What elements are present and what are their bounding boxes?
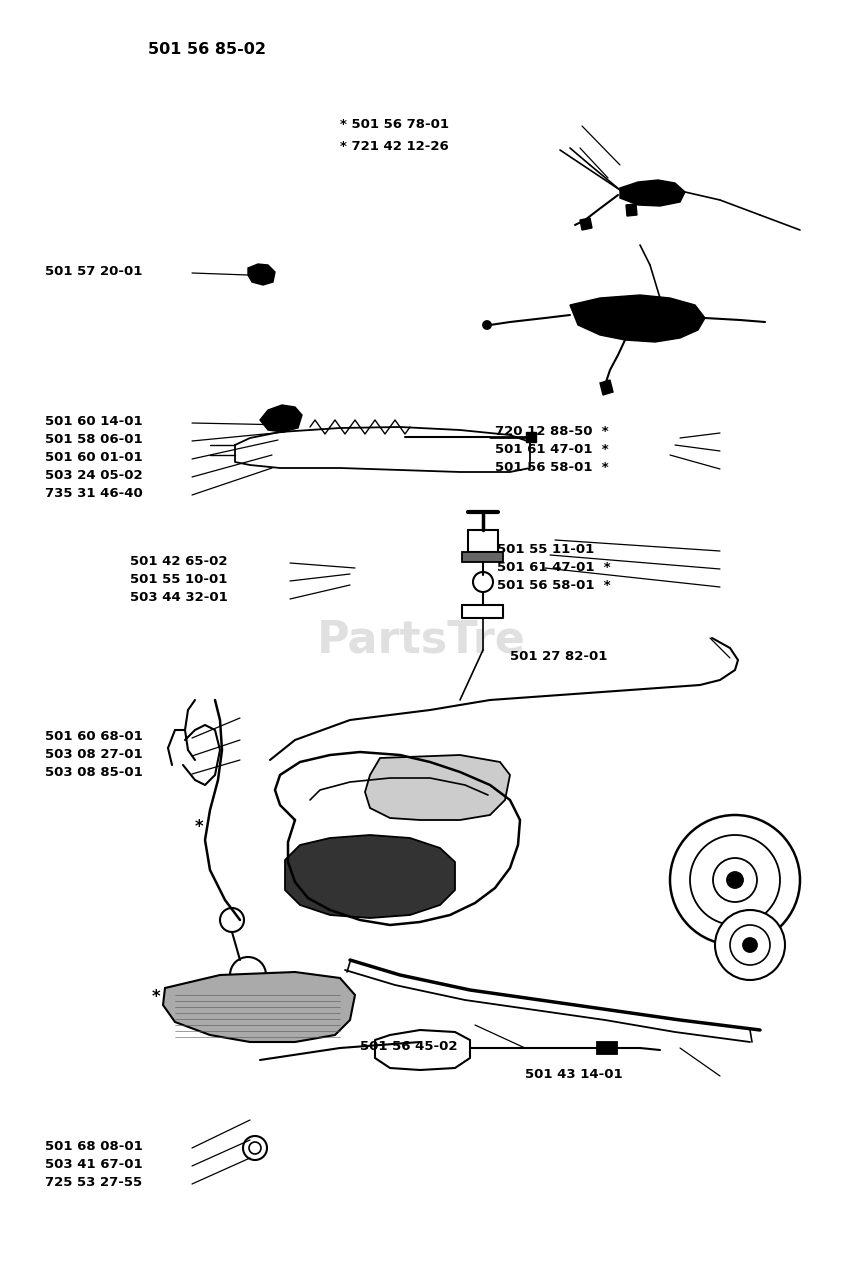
Circle shape <box>473 572 493 591</box>
Text: *: * <box>152 988 161 1006</box>
Polygon shape <box>580 218 592 230</box>
Polygon shape <box>248 264 275 285</box>
Bar <box>468 530 498 552</box>
Polygon shape <box>365 755 510 820</box>
Circle shape <box>727 872 743 888</box>
Text: 501 60 14-01: 501 60 14-01 <box>45 415 142 428</box>
Text: *: * <box>195 818 204 836</box>
Circle shape <box>230 957 266 993</box>
Text: 501 57 20-01: 501 57 20-01 <box>45 265 142 278</box>
Text: 501 43 14-01: 501 43 14-01 <box>525 1068 623 1082</box>
Polygon shape <box>600 380 613 396</box>
Circle shape <box>220 908 244 932</box>
Text: 501 56 58-01  *: 501 56 58-01 * <box>497 579 610 591</box>
Text: 503 24 05-02: 503 24 05-02 <box>45 468 142 483</box>
Text: 501 42 65-02: 501 42 65-02 <box>130 556 228 568</box>
Text: 720 12 88-50  *: 720 12 88-50 * <box>495 425 609 438</box>
Circle shape <box>715 910 785 980</box>
Text: * 501 56 78-01: * 501 56 78-01 <box>340 118 449 131</box>
Text: 501 68 08-01: 501 68 08-01 <box>45 1140 142 1153</box>
Text: 503 08 85-01: 503 08 85-01 <box>45 765 142 780</box>
Text: 725 53 27-55: 725 53 27-55 <box>45 1176 142 1189</box>
Polygon shape <box>626 204 637 216</box>
Text: 501 55 11-01: 501 55 11-01 <box>497 543 594 556</box>
Circle shape <box>690 835 780 925</box>
Circle shape <box>243 1137 267 1160</box>
Text: 503 44 32-01: 503 44 32-01 <box>130 591 228 604</box>
Text: 501 61 47-01  *: 501 61 47-01 * <box>495 443 609 456</box>
Text: 501 61 47-01  *: 501 61 47-01 * <box>497 561 610 573</box>
Circle shape <box>713 858 757 902</box>
Text: 501 60 68-01: 501 60 68-01 <box>45 730 142 742</box>
Text: * 721 42 12-26: * 721 42 12-26 <box>340 140 448 154</box>
Bar <box>597 1042 617 1053</box>
Text: 503 41 67-01: 503 41 67-01 <box>45 1158 142 1171</box>
Text: 735 31 46-40: 735 31 46-40 <box>45 486 142 500</box>
Polygon shape <box>285 835 455 918</box>
Text: 501 56 85-02: 501 56 85-02 <box>148 42 266 58</box>
Polygon shape <box>570 294 705 342</box>
Text: 501 56 58-01  *: 501 56 58-01 * <box>495 461 609 474</box>
Polygon shape <box>462 552 503 562</box>
Circle shape <box>483 321 491 329</box>
Text: 501 60 01-01: 501 60 01-01 <box>45 451 142 463</box>
Polygon shape <box>163 972 355 1042</box>
Text: 501 58 06-01: 501 58 06-01 <box>45 433 142 445</box>
Circle shape <box>249 1142 261 1155</box>
Circle shape <box>730 925 770 965</box>
Polygon shape <box>620 180 685 206</box>
Circle shape <box>743 938 757 952</box>
Text: PartsTre: PartsTre <box>317 618 525 662</box>
Text: 501 55 10-01: 501 55 10-01 <box>130 573 228 586</box>
Circle shape <box>670 815 800 945</box>
Text: 501 27 82-01: 501 27 82-01 <box>510 650 607 663</box>
Polygon shape <box>526 431 536 442</box>
Polygon shape <box>260 404 302 431</box>
Text: 501 56 45-02: 501 56 45-02 <box>360 1039 458 1053</box>
Text: 503 08 27-01: 503 08 27-01 <box>45 748 142 762</box>
